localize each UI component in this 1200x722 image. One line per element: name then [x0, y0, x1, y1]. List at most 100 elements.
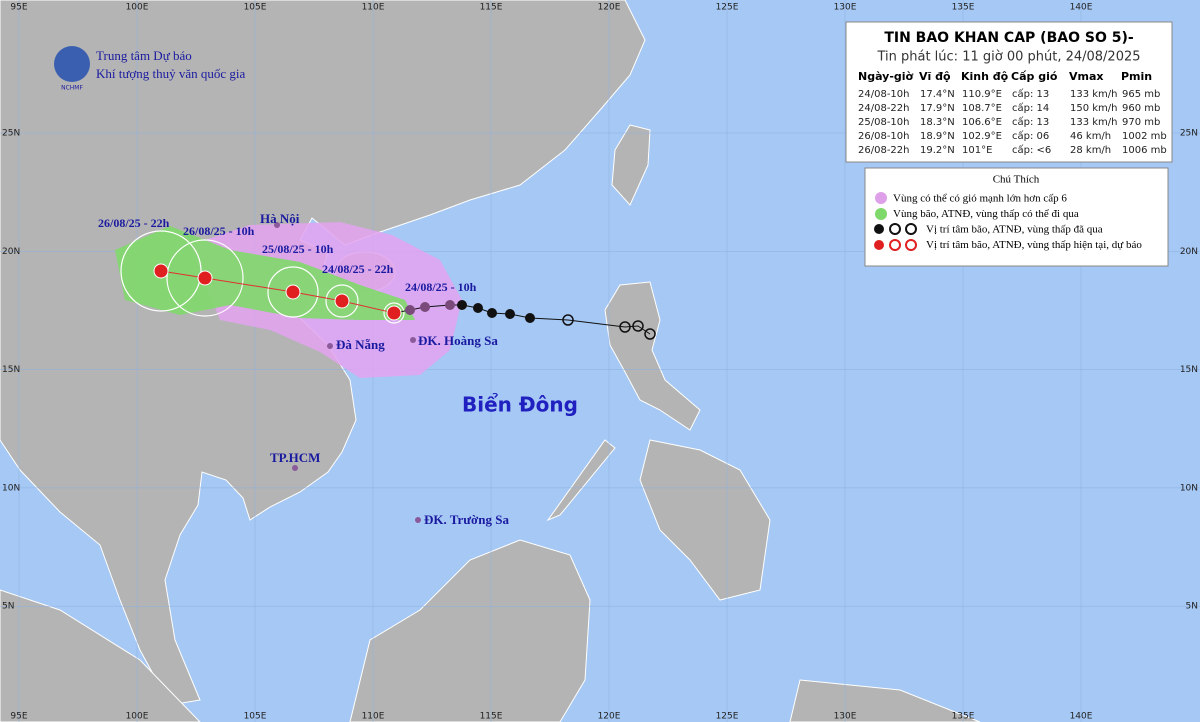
- table-cell: 110.9°E: [962, 89, 1002, 100]
- lat-label: 10N: [2, 483, 20, 493]
- table-cell: 1002 mb: [1122, 131, 1167, 142]
- lon-label: 95E: [10, 3, 27, 13]
- table-cell: cấp: 13: [1012, 116, 1049, 128]
- lon-label: 130E: [834, 3, 857, 13]
- track-label: 24/08/25 - 10h: [405, 280, 477, 294]
- table-cell: 101°E: [962, 145, 992, 156]
- table-cell: 18.3°N: [920, 117, 955, 128]
- table-header: Ngày-giờ: [858, 70, 914, 83]
- table-cell: 150 km/h: [1070, 103, 1118, 114]
- table-cell: cấp: 14: [1012, 102, 1049, 114]
- track-labels: 24/08/25 - 10h 24/08/25 - 22h 25/08/25 - 1…: [98, 216, 477, 294]
- info-panel: [845, 21, 1173, 163]
- place-label: Hà Nội: [260, 211, 300, 226]
- table-cell: 46 km/h: [1070, 131, 1111, 142]
- table-cell: 960 mb: [1122, 103, 1160, 114]
- table-cell: 24/08-22h: [858, 103, 910, 114]
- track-label: 26/08/25 - 22h: [98, 216, 170, 230]
- forecast-point: [285, 284, 301, 300]
- table-header: Vmax: [1069, 70, 1104, 83]
- lon-label: 100E: [126, 712, 149, 722]
- lat-label: 20N: [2, 247, 20, 257]
- lat-label: 20N: [1180, 247, 1198, 257]
- lon-label: 110E: [362, 712, 385, 722]
- track-label: 24/08/25 - 22h: [322, 262, 394, 276]
- place-label: TP.HCM: [270, 450, 320, 465]
- lon-label: 100E: [126, 3, 149, 13]
- forecast-points: [153, 263, 402, 321]
- forecast-circles: [120, 230, 405, 324]
- lon-label: 125E: [716, 712, 739, 722]
- table-cell: 28 km/h: [1070, 145, 1111, 156]
- table-cell: 25/08-10h: [858, 117, 910, 128]
- lon-label: 105E: [244, 3, 267, 13]
- legend-swatch: [874, 223, 917, 235]
- table-cell: 26/08-22h: [858, 145, 910, 156]
- table-cell: 26/08-10h: [858, 131, 910, 142]
- place-label: ĐK. Trường Sa: [424, 512, 509, 527]
- place-labels: Hà Nội Đà Nẵng ĐK. Hoàng Sa TP.HCM ĐK. T…: [260, 211, 578, 527]
- table-cell: 965 mb: [1122, 89, 1160, 100]
- table-header: Cấp gió: [1011, 70, 1058, 83]
- coord-labels: 95E 95E 100E 100E 105E 105E 110E 110E 115E 115E 12…: [2, 3, 1198, 722]
- forecast-point: [153, 263, 169, 279]
- table-cell: 108.7°E: [962, 103, 1002, 114]
- legend-label: Vị trí tâm bão, ATNĐ, vùng thấp hiện tại…: [926, 239, 1142, 251]
- lat-label: 15N: [2, 365, 20, 375]
- forecast-point: [197, 270, 213, 286]
- legend-label: Vị trí tâm bão, ATNĐ, vùng thấp đã qua: [926, 224, 1103, 236]
- table-cell: cấp: <6: [1012, 144, 1051, 156]
- table-cell: cấp: 13: [1012, 88, 1049, 100]
- lon-label: 140E: [1070, 712, 1093, 722]
- agency-name: Trung tâm Dự báo: [96, 48, 192, 63]
- lon-label: 115E: [480, 3, 503, 13]
- lon-label: 120E: [598, 3, 621, 13]
- track-label: 25/08/25 - 10h: [262, 242, 334, 256]
- legend-label: Vùng bão, ATNĐ, vùng thấp có thể đi qua: [893, 208, 1079, 220]
- info-subtitle: Tin phát lúc: 11 giờ 00 phút, 24/08/2025: [876, 50, 1140, 65]
- lon-label: 115E: [480, 712, 503, 722]
- lon-label: 135E: [952, 3, 975, 13]
- agency: NCHMF Trung tâm Dự báo Khí tượng thuỷ vă…: [54, 46, 246, 92]
- legend-label: Vùng có thể có gió mạnh lớn hơn cấp 6: [893, 193, 1067, 205]
- sea-label: Biển Đông: [462, 393, 578, 417]
- lat-label: 25N: [1180, 129, 1198, 139]
- legend-swatch: [874, 239, 917, 251]
- table-cell: 17.9°N: [920, 103, 955, 114]
- past-points: [405, 300, 656, 340]
- lon-label: 125E: [716, 3, 739, 13]
- lat-label: 25N: [2, 129, 20, 139]
- table-header: Pmin: [1121, 70, 1152, 83]
- table-cell: 970 mb: [1122, 117, 1160, 128]
- table-cell: 24/08-10h: [858, 89, 910, 100]
- table-cell: 19.2°N: [920, 145, 955, 156]
- info-table: Ngày-giờ Vĩ độ Kinh độ Cấp gió Vmax Pmin 24/08…: [858, 70, 1167, 156]
- lon-label: 120E: [598, 712, 621, 722]
- logo-text: NCHMF: [61, 85, 83, 92]
- lon-label: 135E: [952, 712, 975, 722]
- table-cell: 133 km/h: [1070, 89, 1118, 100]
- table-header: Kinh độ: [961, 70, 1009, 83]
- agency-name: Khí tượng thuỷ văn quốc gia: [96, 66, 246, 81]
- legend-title: Chú Thích: [993, 174, 1040, 186]
- lat-label: 10N: [1180, 483, 1198, 493]
- legend-swatch: [875, 208, 887, 220]
- lon-label: 105E: [244, 712, 267, 722]
- track-label: 26/08/25 - 10h: [183, 224, 255, 238]
- table-header: Vĩ độ: [919, 70, 951, 83]
- forecast-point: [386, 305, 402, 321]
- lat-label: 5N: [2, 602, 14, 612]
- city-dots: [274, 222, 421, 523]
- table-cell: 106.6°E: [962, 117, 1002, 128]
- info-title: TIN BAO KHAN CAP (BAO SO 5)-: [884, 30, 1134, 46]
- table-cell: 17.4°N: [920, 89, 955, 100]
- legend-swatch: [875, 192, 887, 204]
- legend: Chú Thích Vùng có thể có gió mạnh lớn hơ…: [864, 167, 1169, 267]
- info-box: TIN BAO KHAN CAP (BAO SO 5)- Tin phát lú…: [845, 21, 1173, 163]
- table-cell: 133 km/h: [1070, 117, 1118, 128]
- table-cell: 102.9°E: [962, 131, 1002, 142]
- place-label: Đà Nẵng: [336, 337, 385, 352]
